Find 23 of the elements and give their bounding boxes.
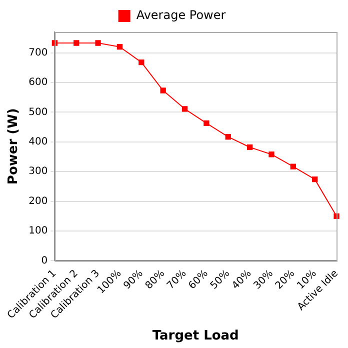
point bbox=[290, 164, 296, 170]
y-tick-label: 300 bbox=[28, 166, 48, 178]
point bbox=[182, 106, 188, 112]
x-axis-title: Target Load bbox=[152, 328, 239, 344]
y-tick-label: 500 bbox=[28, 106, 48, 118]
y-axis-title: Power (W) bbox=[6, 108, 22, 185]
point bbox=[74, 40, 80, 46]
y-tick-label: 400 bbox=[28, 136, 48, 148]
point bbox=[246, 144, 253, 150]
y-tick-label: 100 bbox=[28, 226, 48, 237]
y-tick-label: 600 bbox=[28, 77, 48, 88]
point bbox=[160, 88, 166, 94]
y-tick-label: 700 bbox=[28, 47, 48, 58]
point bbox=[116, 44, 123, 50]
y-tick-label: 0 bbox=[41, 255, 48, 266]
point bbox=[95, 40, 101, 46]
point bbox=[138, 59, 144, 66]
point bbox=[268, 152, 274, 158]
legend-label: Average Power bbox=[136, 8, 226, 22]
point bbox=[225, 134, 231, 140]
point bbox=[204, 120, 210, 126]
y-tick-label: 200 bbox=[28, 196, 48, 207]
point bbox=[312, 176, 318, 182]
